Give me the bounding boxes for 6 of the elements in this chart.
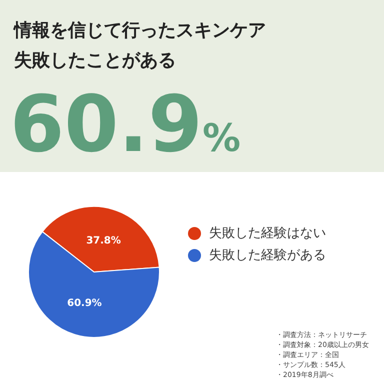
legend-label: 失敗した経験はない (209, 225, 326, 242)
data-label: 37.8% (86, 235, 121, 246)
chart-subtitle: 60.9% (10, 80, 241, 170)
legend-label: 失敗した経験がある (209, 247, 326, 264)
chart-title: 情報を信じて行ったスキンケア失敗したことがある (14, 19, 267, 73)
data-label: 60.9% (67, 298, 102, 309)
